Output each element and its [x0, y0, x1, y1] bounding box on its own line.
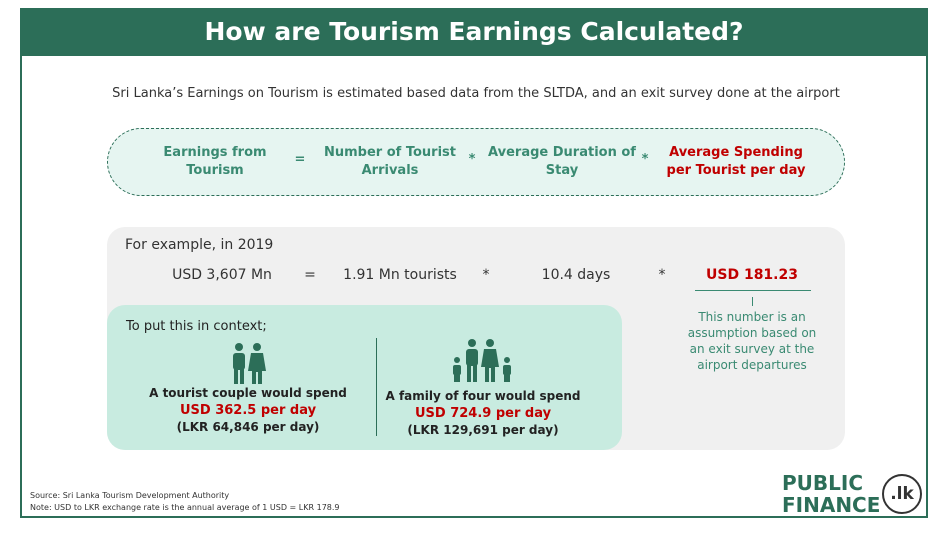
- example-term: 10.4 days: [541, 267, 611, 283]
- formula-term: Average Spending per Tourist per day: [666, 145, 806, 178]
- context-usd: USD 724.9 per day: [414, 406, 552, 421]
- title: How are Tourism Earnings Calculated?: [20, 8, 928, 56]
- example-operator: =: [304, 267, 316, 283]
- example-heading: For example, in 2019: [125, 237, 274, 253]
- formula-box: [107, 128, 845, 196]
- note: Note: USD to LKR exchange rate is the an…: [30, 503, 340, 512]
- source: Source: Sri Lanka Tourism Development Au…: [30, 491, 230, 500]
- family-icon: [453, 339, 511, 382]
- couple-icon: [233, 343, 266, 384]
- underline: [695, 290, 811, 291]
- intro: Sri Lanka’s Earnings on Tourism is estim…: [112, 86, 840, 101]
- example-term: USD 181.23: [706, 267, 798, 283]
- connector: [752, 297, 753, 306]
- example-term: 1.91 Mn tourists: [343, 267, 457, 283]
- formula-term: Number of Tourist Arrivals: [324, 145, 456, 178]
- context-lkr: (LKR 129,691 per day): [407, 423, 559, 437]
- example-operator: *: [482, 267, 490, 283]
- divider: [376, 338, 377, 436]
- example-operator: *: [658, 267, 666, 283]
- formula-operator: =: [294, 152, 306, 167]
- context-usd: USD 362.5 per day: [179, 403, 317, 418]
- logo-line: PUBLIC: [782, 471, 864, 495]
- logo-badge: .lk: [882, 474, 922, 514]
- formula-term: Average Duration of Stay: [488, 145, 636, 178]
- example-term: USD 3,607 Mn: [172, 267, 272, 283]
- context-lkr: (LKR 64,846 per day): [176, 420, 320, 434]
- context-label: A family of four would spend: [385, 389, 581, 403]
- logo-line: FINANCE: [782, 493, 881, 517]
- context-heading: To put this in context;: [126, 319, 267, 334]
- formula-operator: *: [641, 152, 649, 167]
- example-note: This number is an assumption based on an…: [687, 310, 817, 372]
- context-box: [107, 305, 622, 450]
- formula-operator: *: [468, 152, 476, 167]
- formula-term: Earnings from Tourism: [163, 145, 267, 178]
- context-label: A tourist couple would spend: [149, 386, 347, 400]
